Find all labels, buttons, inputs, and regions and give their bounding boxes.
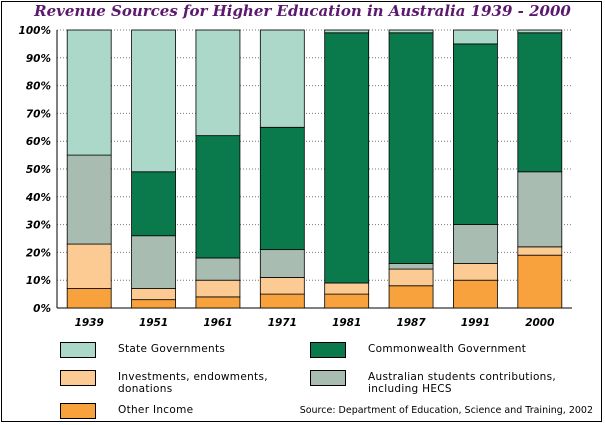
bar-segment-2000-2 xyxy=(517,171,563,248)
y-tick-label: 80% xyxy=(26,81,51,93)
bar-segment-1939-0 xyxy=(66,288,112,309)
y-tick-label: 40% xyxy=(25,192,51,204)
bar-segment-1951-1 xyxy=(131,288,176,301)
bar-segment-1981-3 xyxy=(324,32,370,284)
x-tick-label-1981: 1981 xyxy=(332,317,361,329)
bar-segment-1987-1 xyxy=(388,268,434,287)
bar-segment-1987-3 xyxy=(388,32,434,264)
x-tick-label-2000: 2000 xyxy=(525,317,554,329)
x-tick-label-1951: 1951 xyxy=(139,317,168,329)
bar-segment-2000-0 xyxy=(517,254,563,309)
bar-segment-1981-4 xyxy=(324,29,370,34)
bar-segment-1987-0 xyxy=(388,285,434,309)
bar-segment-1951-2 xyxy=(131,235,176,289)
x-tick-label-1991: 1991 xyxy=(461,317,490,329)
bar-segment-1961-0 xyxy=(195,296,241,309)
bar-segment-1951-0 xyxy=(131,299,176,309)
x-tick-label-1961: 1961 xyxy=(203,317,232,329)
x-tick-label-1971: 1971 xyxy=(268,317,297,329)
bar-segment-1971-3 xyxy=(259,126,305,251)
y-tick-label: 30% xyxy=(26,220,51,232)
y-tick-label: 90% xyxy=(26,53,51,65)
bar-segment-2000-3 xyxy=(517,32,563,173)
bar-segment-1971-1 xyxy=(259,277,305,295)
bar-segment-1961-3 xyxy=(195,135,241,259)
y-tick-label: 60% xyxy=(26,136,51,148)
bar-segment-1991-2 xyxy=(453,224,498,264)
y-tick-label: 100% xyxy=(19,25,51,37)
bar-segment-1991-3 xyxy=(453,43,498,225)
bar-segment-1971-0 xyxy=(259,293,305,309)
bar-segment-2000-4 xyxy=(517,29,563,34)
bar-segment-1961-1 xyxy=(195,279,241,298)
bar-segment-1961-2 xyxy=(195,257,241,281)
y-tick-label: 20% xyxy=(26,247,51,259)
bar-segment-1991-0 xyxy=(453,279,498,309)
y-tick-label: 0% xyxy=(33,303,51,315)
bar-segment-1939-4 xyxy=(66,29,112,156)
bar-segment-1971-4 xyxy=(259,29,305,128)
bar-segment-1981-0 xyxy=(324,293,370,309)
bar-segment-1987-2 xyxy=(388,263,434,270)
x-tick-label-1939: 1939 xyxy=(75,317,104,329)
bar-segment-1939-2 xyxy=(66,154,112,245)
bar-segment-1987-4 xyxy=(388,29,434,34)
bar-segment-1971-2 xyxy=(259,249,305,278)
x-tick-label-1987: 1987 xyxy=(396,317,426,329)
bar-segment-2000-1 xyxy=(517,246,563,256)
y-tick-label: 10% xyxy=(26,275,51,287)
y-tick-label: 70% xyxy=(26,108,51,120)
bar-segment-1991-1 xyxy=(453,263,498,281)
source-note: Source: Department of Education, Science… xyxy=(299,405,593,416)
bar-segment-1991-4 xyxy=(453,29,498,45)
chart-title: Revenue Sources for Higher Education in … xyxy=(34,2,571,20)
bar-segment-1961-4 xyxy=(195,29,241,137)
bar-segment-1951-3 xyxy=(131,171,176,237)
bar-segment-1981-1 xyxy=(324,282,370,295)
bar-segment-1939-1 xyxy=(66,243,112,289)
bar-segment-1951-4 xyxy=(131,29,176,173)
y-tick-label: 50% xyxy=(26,164,51,176)
